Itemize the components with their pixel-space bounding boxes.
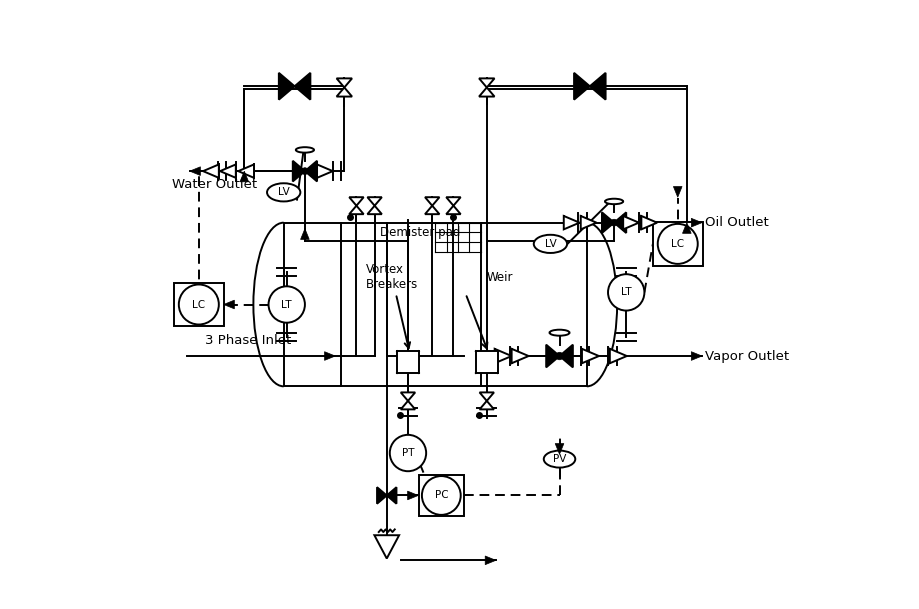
- Ellipse shape: [550, 329, 570, 336]
- Polygon shape: [479, 88, 494, 97]
- Polygon shape: [447, 206, 460, 214]
- Bar: [174, 283, 223, 326]
- Polygon shape: [295, 73, 311, 100]
- Polygon shape: [317, 164, 333, 178]
- Polygon shape: [641, 216, 657, 230]
- Polygon shape: [368, 206, 381, 214]
- Bar: [284, 223, 587, 386]
- Circle shape: [422, 476, 460, 515]
- Text: Oil Outlet: Oil Outlet: [705, 216, 769, 229]
- Polygon shape: [425, 197, 439, 206]
- Polygon shape: [602, 213, 614, 233]
- Text: LT: LT: [281, 300, 292, 309]
- Text: PT: PT: [402, 448, 414, 458]
- Polygon shape: [293, 161, 305, 181]
- Bar: [476, 351, 498, 373]
- Polygon shape: [563, 216, 580, 230]
- Polygon shape: [447, 197, 460, 206]
- Polygon shape: [336, 88, 352, 97]
- Polygon shape: [590, 73, 606, 100]
- Ellipse shape: [605, 199, 623, 204]
- Ellipse shape: [534, 235, 567, 253]
- Polygon shape: [401, 401, 415, 409]
- Polygon shape: [494, 349, 512, 363]
- Polygon shape: [691, 351, 702, 361]
- Polygon shape: [189, 167, 200, 175]
- Circle shape: [301, 167, 308, 175]
- Polygon shape: [683, 223, 691, 233]
- Polygon shape: [674, 186, 682, 197]
- Polygon shape: [691, 218, 702, 227]
- Polygon shape: [623, 216, 639, 230]
- Circle shape: [556, 352, 563, 360]
- Circle shape: [268, 286, 305, 323]
- Bar: [397, 351, 419, 373]
- Circle shape: [390, 435, 426, 471]
- Polygon shape: [324, 351, 335, 361]
- Circle shape: [608, 274, 644, 311]
- Circle shape: [611, 219, 618, 226]
- Text: PV: PV: [553, 454, 566, 464]
- Polygon shape: [574, 73, 590, 100]
- Text: Vapor Outlet: Vapor Outlet: [705, 350, 789, 362]
- Text: Weir: Weir: [487, 271, 514, 284]
- Polygon shape: [479, 79, 494, 88]
- Polygon shape: [581, 216, 596, 230]
- Polygon shape: [512, 349, 528, 363]
- Polygon shape: [240, 171, 249, 182]
- Polygon shape: [401, 392, 415, 401]
- Circle shape: [658, 224, 698, 264]
- Polygon shape: [203, 164, 219, 178]
- Polygon shape: [480, 392, 494, 401]
- Text: LV: LV: [545, 239, 556, 249]
- Polygon shape: [560, 345, 573, 367]
- Polygon shape: [349, 206, 364, 214]
- Ellipse shape: [296, 147, 314, 153]
- Polygon shape: [374, 535, 399, 558]
- Polygon shape: [305, 161, 317, 181]
- Polygon shape: [349, 197, 364, 206]
- Polygon shape: [223, 300, 234, 309]
- Polygon shape: [377, 487, 387, 504]
- Text: Vortex
Breakers: Vortex Breakers: [366, 263, 418, 291]
- Text: 3 Phase Inlet: 3 Phase Inlet: [205, 334, 291, 347]
- Polygon shape: [582, 349, 599, 363]
- Text: Demister pad: Demister pad: [380, 226, 460, 239]
- Polygon shape: [610, 349, 627, 363]
- Polygon shape: [294, 167, 305, 175]
- Polygon shape: [336, 79, 352, 88]
- Polygon shape: [220, 164, 236, 178]
- Ellipse shape: [544, 451, 575, 468]
- Polygon shape: [278, 73, 295, 100]
- Polygon shape: [387, 487, 396, 504]
- Bar: [652, 222, 703, 266]
- Text: LC: LC: [192, 300, 205, 309]
- Polygon shape: [614, 213, 626, 233]
- Text: LC: LC: [671, 239, 685, 249]
- Bar: [418, 475, 464, 516]
- Polygon shape: [555, 443, 564, 454]
- Polygon shape: [301, 229, 310, 239]
- Polygon shape: [425, 206, 439, 214]
- Polygon shape: [238, 164, 254, 178]
- Text: PC: PC: [435, 490, 448, 501]
- Text: LV: LV: [278, 188, 289, 197]
- Circle shape: [179, 284, 219, 325]
- Polygon shape: [368, 197, 381, 206]
- Polygon shape: [485, 556, 496, 565]
- Text: LT: LT: [621, 287, 631, 297]
- Polygon shape: [546, 345, 560, 367]
- Polygon shape: [408, 491, 418, 500]
- Polygon shape: [480, 401, 494, 409]
- Ellipse shape: [267, 183, 301, 202]
- Text: Water Outlet: Water Outlet: [172, 178, 256, 191]
